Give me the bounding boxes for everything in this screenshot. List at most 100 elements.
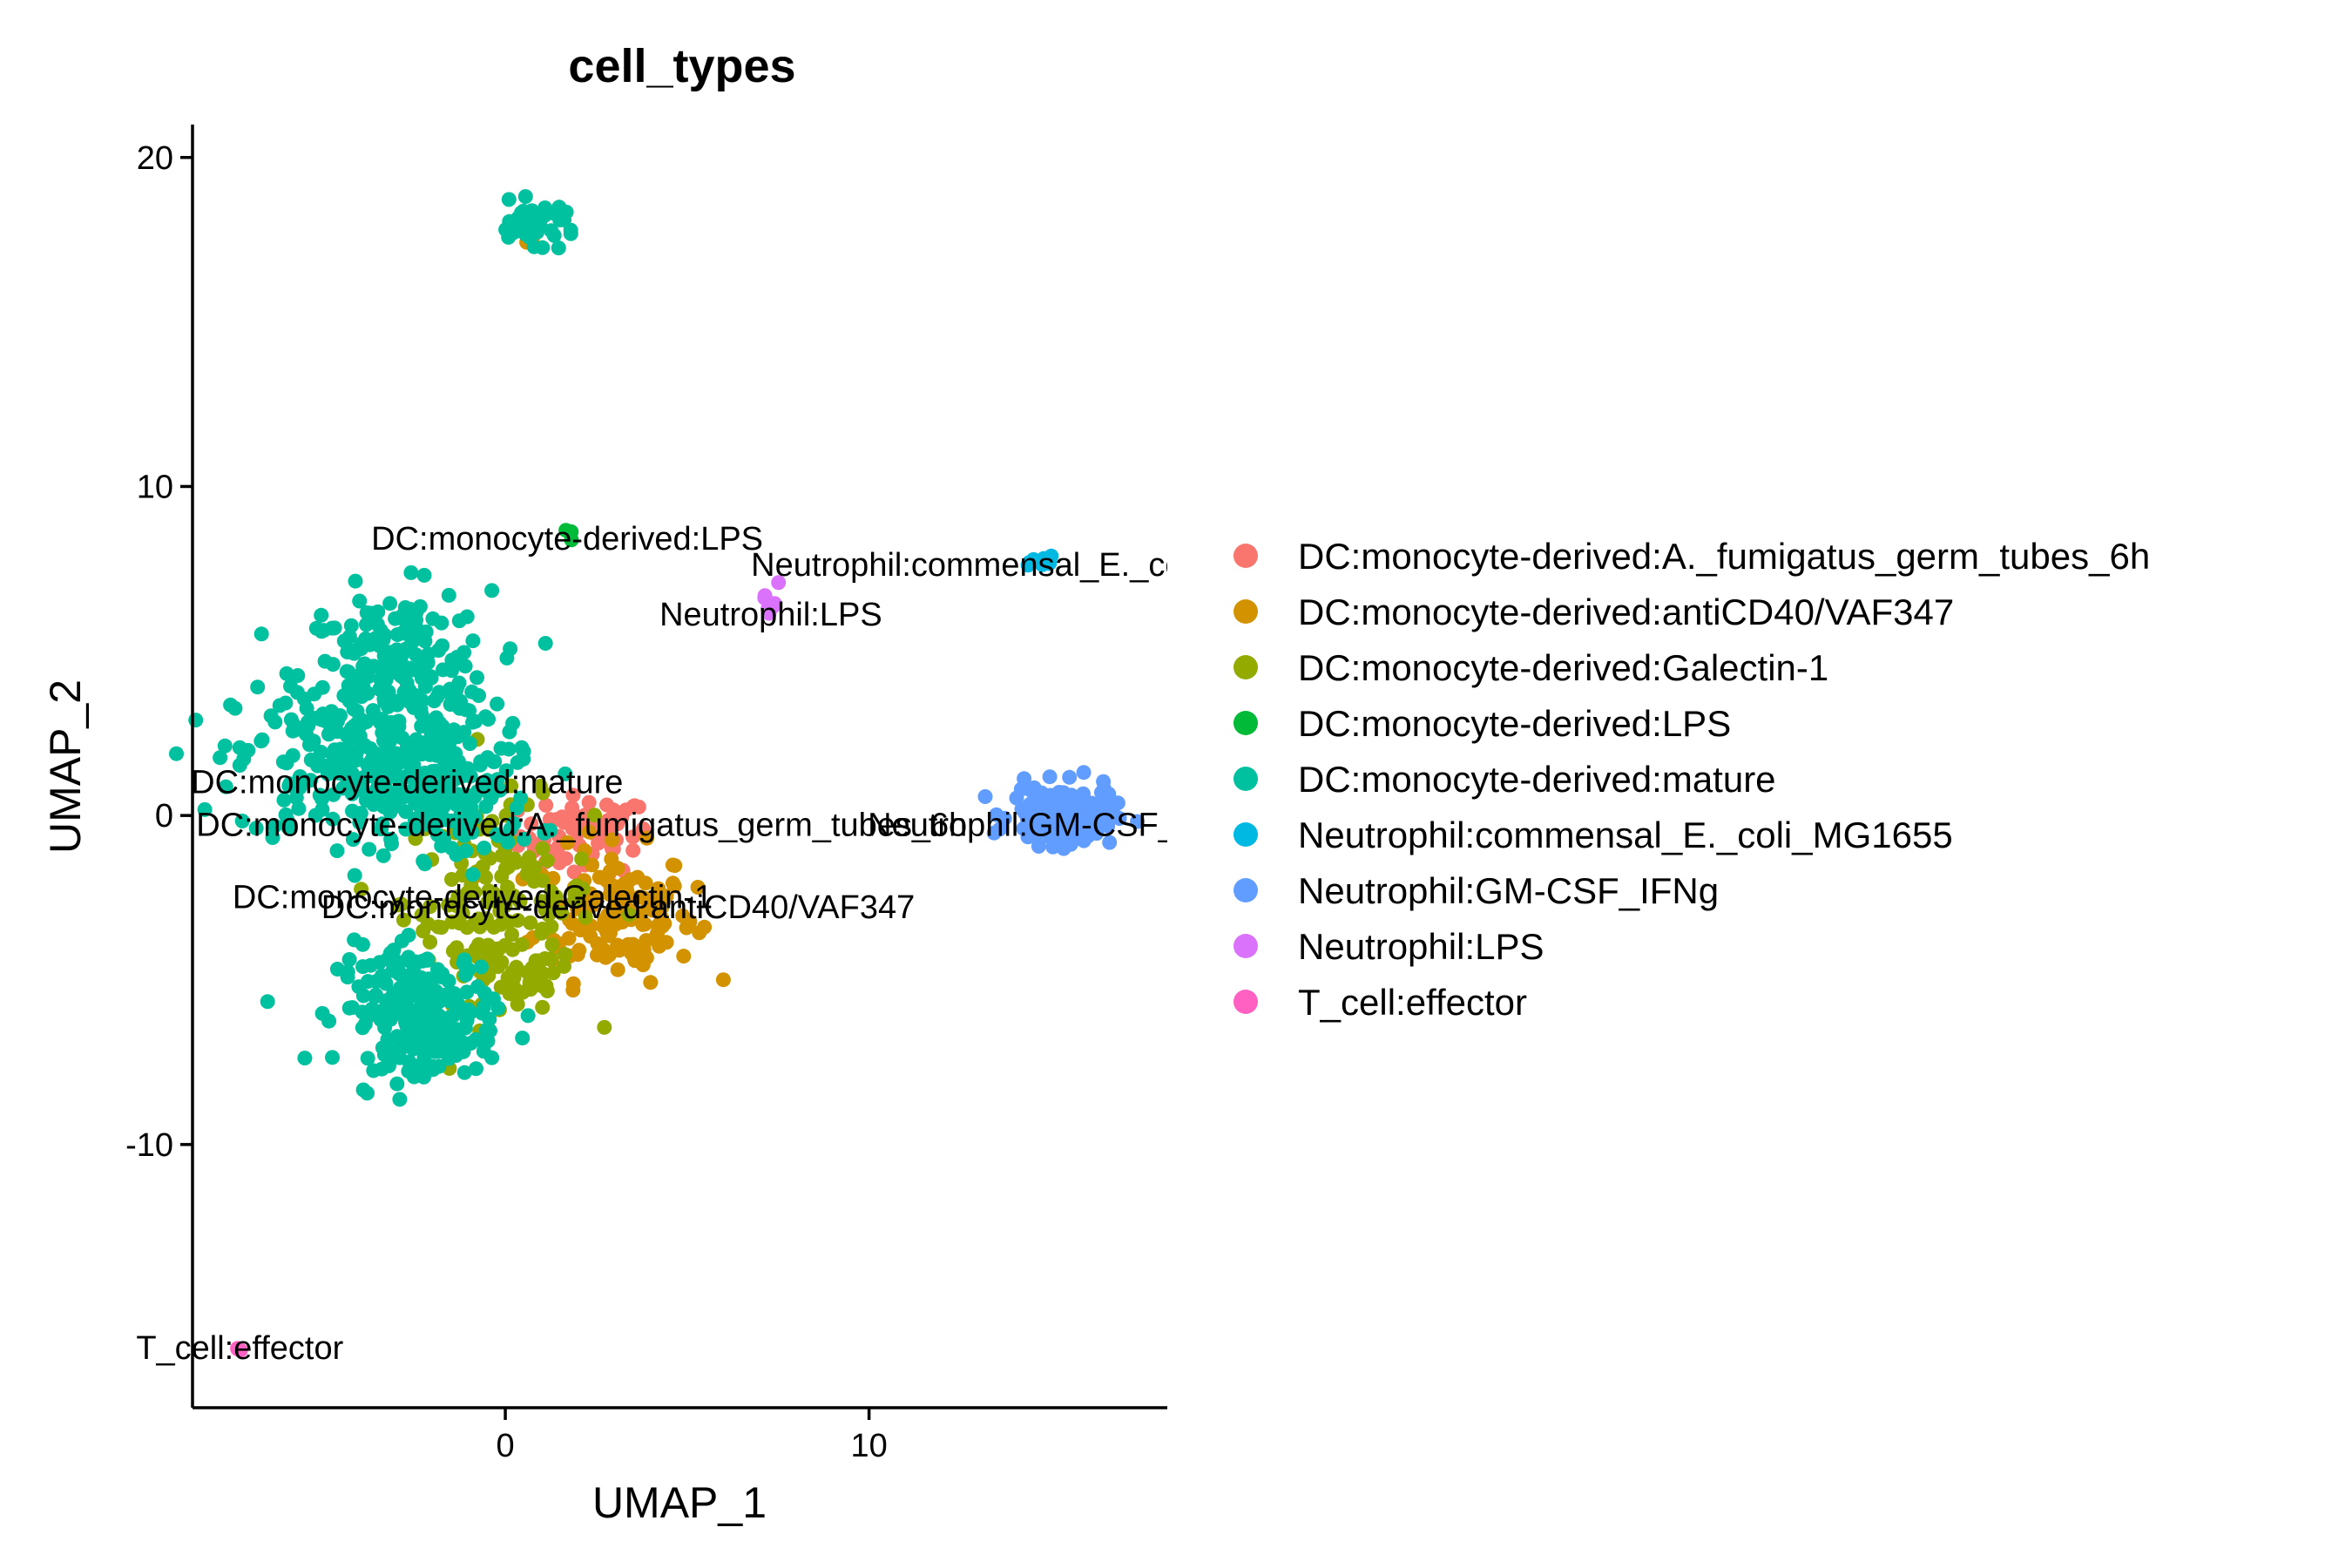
legend-entry-label: DC:monocyte-derived:A._fumigatus_germ_tu… — [1298, 536, 2150, 577]
ticks-layer: 0 10 -10 0 10 20 — [125, 140, 888, 1464]
point-series-4 — [267, 818, 282, 834]
point-series-4 — [397, 600, 413, 615]
point-series-4 — [223, 697, 239, 713]
cluster-label: DC:monocyte-derived:antiCD40/VAF347 — [321, 889, 916, 926]
point-series-6 — [977, 789, 993, 804]
point-series-4 — [468, 809, 483, 825]
point-series-4 — [348, 573, 363, 589]
point-series-4 — [453, 817, 469, 833]
point-series-8 — [230, 1341, 246, 1356]
legend-entry-label: Neutrophil:LPS — [1298, 926, 1544, 967]
point-series-2 — [543, 951, 558, 967]
point-series-4 — [483, 790, 498, 806]
point-series-2 — [544, 883, 559, 899]
point-series-4 — [401, 953, 416, 968]
point-series-6 — [1101, 787, 1117, 801]
point-series-4 — [356, 737, 372, 753]
point-series-4 — [296, 691, 312, 706]
point-series-4 — [524, 203, 540, 219]
point-series-4 — [382, 1058, 396, 1073]
point-series-4 — [509, 801, 524, 816]
point-series-4 — [352, 814, 368, 830]
point-series-4 — [340, 740, 355, 756]
point-series-0 — [566, 864, 582, 880]
point-series-4 — [365, 703, 381, 719]
legend-entry-label: Neutrophil:GM-CSF_IFNg — [1298, 870, 1719, 911]
point-series-2 — [414, 907, 429, 923]
point-series-4 — [493, 740, 509, 756]
point-series-4 — [457, 1020, 473, 1036]
point-series-2 — [474, 948, 489, 963]
point-series-4 — [537, 200, 553, 216]
point-series-4 — [416, 854, 431, 868]
point-series-1 — [611, 913, 625, 929]
point-series-2 — [545, 965, 561, 981]
point-series-4 — [355, 936, 370, 952]
point-series-4 — [290, 668, 306, 683]
point-series-3 — [558, 523, 574, 538]
point-series-4 — [451, 675, 467, 691]
point-series-4 — [447, 1037, 463, 1052]
point-series-4 — [197, 801, 213, 817]
point-series-0 — [524, 816, 539, 832]
point-series-4 — [361, 974, 375, 990]
point-series-4 — [449, 996, 465, 1010]
point-series-1 — [620, 936, 636, 952]
point-series-4 — [401, 1001, 416, 1017]
point-series-4 — [382, 596, 398, 612]
point-series-4 — [361, 669, 376, 685]
point-series-4 — [412, 598, 428, 614]
legend-entry-label: Neutrophil:commensal_E._coli_MG1655 — [1298, 814, 1953, 855]
point-series-4 — [325, 657, 341, 672]
point-series-2 — [510, 997, 525, 1012]
point-series-4 — [366, 1063, 382, 1078]
point-series-1 — [665, 857, 680, 873]
point-series-4 — [563, 226, 578, 241]
point-series-1 — [559, 835, 575, 850]
point-series-4 — [345, 832, 361, 848]
point-series-6 — [1042, 829, 1058, 845]
point-series-4 — [314, 624, 329, 639]
point-series-4 — [401, 1026, 416, 1041]
point-series-4 — [487, 754, 503, 769]
point-series-4 — [417, 802, 433, 818]
y-tick-label: 0 — [155, 798, 173, 835]
cluster-label: Neutrophil:GM-CSF_IFNg — [868, 808, 1248, 844]
point-series-4 — [470, 670, 484, 686]
point-series-1 — [603, 925, 618, 941]
point-series-4 — [551, 199, 567, 215]
point-series-1 — [618, 881, 634, 896]
point-series-4 — [232, 740, 247, 755]
point-series-4 — [393, 1041, 409, 1057]
point-series-4 — [374, 821, 389, 837]
point-series-4 — [250, 679, 266, 695]
point-series-4 — [465, 633, 481, 649]
point-series-4 — [520, 1008, 536, 1024]
point-series-1 — [598, 950, 613, 965]
point-series-4 — [282, 776, 298, 792]
point-series-4 — [341, 664, 356, 679]
point-series-0 — [565, 787, 581, 803]
cluster-label: DC:monocyte-derived:Galectin-1 — [233, 880, 713, 916]
point-series-1 — [605, 832, 620, 848]
point-series-4 — [389, 627, 405, 642]
point-series-4 — [434, 838, 449, 854]
point-series-2 — [535, 785, 551, 801]
point-series-4 — [331, 766, 347, 781]
point-series-4 — [436, 988, 451, 1003]
point-series-4 — [325, 1050, 340, 1065]
point-series-4 — [217, 738, 233, 754]
point-series-4 — [254, 732, 270, 747]
point-series-4 — [457, 659, 473, 674]
point-series-1 — [659, 935, 674, 950]
point-series-4 — [424, 1030, 440, 1045]
point-series-1 — [666, 875, 680, 891]
point-series-0 — [564, 821, 580, 836]
point-series-4 — [358, 787, 374, 802]
point-series-4 — [389, 1076, 405, 1092]
point-series-4 — [355, 959, 371, 975]
point-series-4 — [456, 956, 471, 971]
point-series-4 — [403, 564, 419, 580]
point-series-1 — [635, 957, 651, 973]
point-series-4 — [260, 994, 275, 1010]
